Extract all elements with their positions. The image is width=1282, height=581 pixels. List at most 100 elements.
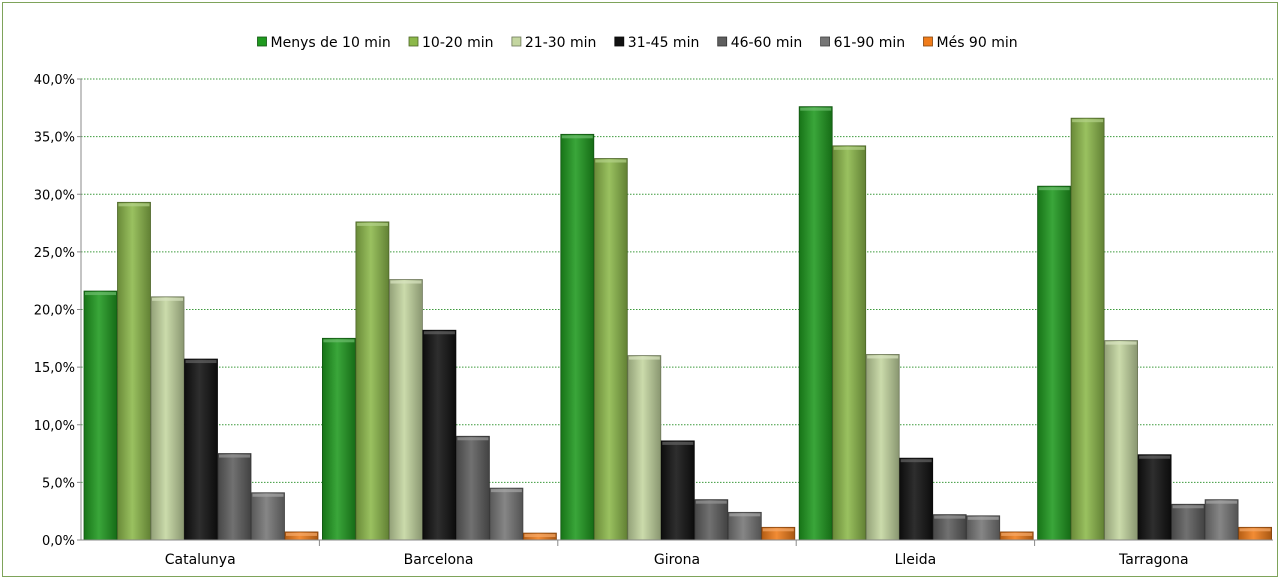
- bar-highlight: [695, 500, 727, 504]
- legend-label: 46-60 min: [731, 35, 803, 51]
- legend-label: Més 90 min: [937, 35, 1018, 51]
- bar: [355, 221, 390, 541]
- bar-highlight: [286, 532, 317, 536]
- bar-highlight: [1072, 119, 1104, 123]
- legend-item: Més 90 min: [923, 35, 1018, 51]
- y-tick-label: 40,0%: [34, 73, 75, 88]
- bar-highlight: [1038, 187, 1070, 191]
- bar: [1204, 499, 1239, 541]
- bar-highlight: [900, 459, 932, 463]
- x-axis-ticks: Catalunya Barcelona Girona Lleida Tarragona: [165, 540, 1189, 568]
- bar: [593, 158, 628, 541]
- bar: [1070, 117, 1105, 541]
- x-tick-label: Lleida: [895, 552, 937, 568]
- legend-item: 46-60 min: [717, 35, 803, 51]
- legend-item: 31-45 min: [614, 35, 700, 51]
- x-tick-label: Tarragona: [1118, 552, 1189, 568]
- bar: [694, 499, 729, 541]
- bar-chart: 0,0% 5,0% 10,0% 15,0% 20,0% 25,0% 30,0% 35,0% 40…: [34, 35, 1273, 568]
- bar-highlight: [1172, 505, 1204, 509]
- legend-label: 21-30 min: [525, 35, 597, 51]
- bars: [83, 106, 1272, 541]
- legend-label: 10-20 min: [422, 35, 494, 51]
- legend-swatch: [257, 36, 267, 47]
- bar: [117, 201, 151, 541]
- bar-highlight: [561, 135, 593, 139]
- bar: [150, 296, 185, 541]
- bar-highlight: [390, 280, 422, 284]
- bar: [217, 453, 252, 541]
- bar: [83, 290, 118, 541]
- bar: [455, 435, 490, 541]
- bar-highlight: [1001, 532, 1033, 536]
- bar: [899, 457, 934, 541]
- bar: [1037, 185, 1071, 541]
- y-axis-ticks: 0,0% 5,0% 10,0% 15,0% 20,0% 25,0% 30,0% 35,0% 40…: [34, 73, 81, 549]
- bar: [388, 279, 423, 541]
- bar-highlight: [934, 515, 966, 519]
- bar: [1171, 503, 1205, 541]
- legend-swatch: [614, 36, 625, 47]
- bar-highlight: [118, 203, 150, 207]
- bar-highlight: [423, 331, 455, 335]
- y-tick-label: 25,0%: [34, 246, 75, 261]
- legend-label: Menys de 10 min: [271, 35, 391, 51]
- bar-highlight: [595, 159, 627, 163]
- bar: [798, 106, 833, 541]
- x-tick-label: Catalunya: [165, 552, 236, 568]
- y-tick-label: 0,0%: [42, 534, 75, 549]
- bar-highlight: [219, 454, 250, 458]
- bar: [489, 487, 524, 541]
- bar-highlight: [662, 441, 694, 445]
- legend-item: Menys de 10 min: [257, 35, 391, 51]
- legend-label: 61-90 min: [834, 35, 906, 51]
- bar: [727, 511, 762, 541]
- legend: Menys de 10 min 10-20 min 21-30 min 31-45 m…: [257, 35, 1018, 51]
- bar-highlight: [1206, 500, 1238, 504]
- legend-label: 31-45 min: [628, 35, 700, 51]
- y-tick-label: 5,0%: [42, 476, 75, 491]
- axes: [80, 79, 1273, 541]
- y-tick-label: 30,0%: [34, 188, 75, 203]
- y-tick-label: 20,0%: [34, 304, 75, 319]
- bar: [660, 440, 695, 541]
- x-tick-label: Barcelona: [404, 552, 474, 568]
- y-tick-label: 10,0%: [34, 419, 75, 434]
- bar-highlight: [1239, 528, 1271, 532]
- bar-highlight: [490, 489, 522, 493]
- bar-highlight: [85, 292, 116, 296]
- bar-highlight: [967, 516, 999, 520]
- bar: [627, 355, 662, 541]
- bar-highlight: [800, 107, 832, 111]
- bar: [865, 354, 900, 541]
- bar: [184, 358, 218, 541]
- bar: [321, 337, 356, 541]
- bar-highlight: [323, 339, 355, 343]
- legend-item: 61-90 min: [820, 35, 906, 51]
- bar-highlight: [833, 146, 865, 150]
- bar-highlight: [152, 297, 183, 301]
- y-tick-label: 35,0%: [34, 131, 75, 146]
- bar-highlight: [762, 528, 794, 532]
- bar: [832, 145, 867, 541]
- bar-highlight: [729, 513, 761, 517]
- legend-swatch: [511, 36, 522, 47]
- bar: [966, 515, 1001, 541]
- bar: [251, 492, 285, 541]
- bar-highlight: [356, 222, 388, 226]
- bar: [422, 329, 457, 541]
- legend-item: 21-30 min: [511, 35, 597, 51]
- bar: [1137, 454, 1172, 541]
- bar: [1104, 340, 1138, 541]
- bar-highlight: [1105, 341, 1137, 345]
- bar-highlight: [252, 493, 284, 497]
- bar-highlight: [524, 534, 556, 538]
- bar-highlight: [1139, 455, 1171, 459]
- bar-highlight: [867, 355, 899, 359]
- legend-item: 10-20 min: [408, 35, 494, 51]
- legend-swatch: [408, 36, 419, 47]
- bar: [560, 133, 595, 541]
- bar-highlight: [457, 437, 489, 441]
- x-tick-label: Girona: [654, 552, 700, 568]
